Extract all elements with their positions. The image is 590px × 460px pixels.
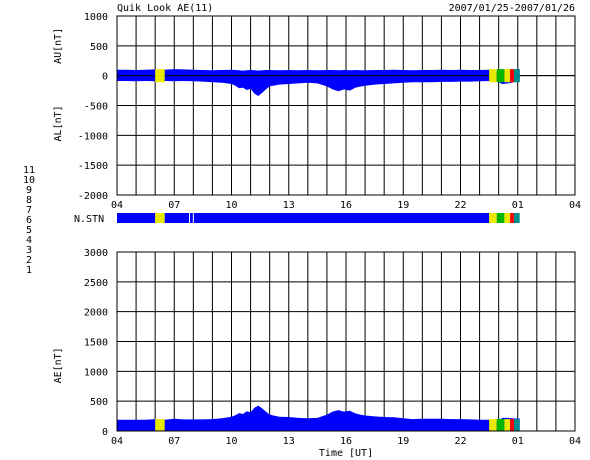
legend-station-2: 2 [26,255,32,266]
ae-xtick-label: 07 [168,436,180,447]
legend-station-4: 4 [26,235,32,246]
ae-xtick-label: 10 [225,436,237,447]
date-range: 2007/01/25-2007/01/26 [449,3,575,14]
station-segment-2 [164,213,190,223]
au-al-ytick-label: 500 [90,42,108,53]
ae-station-overlay-8 [510,419,514,431]
ae-ytick-label: 0 [102,427,108,438]
au-al-ytick-label: -1000 [78,131,108,142]
ae-xtick-label: 04 [111,436,123,447]
station-segment-8 [510,213,514,223]
ae-frame [116,251,576,432]
au-al-station-overlay-8 [510,69,514,83]
au-area [117,69,520,76]
station-segment-5 [489,213,497,223]
ae-xtick-label: 16 [340,436,352,447]
legend-station-3: 3 [26,245,32,256]
au-al-station-overlay-6 [496,69,505,83]
legend-station-7: 7 [26,205,32,216]
au-al-ytick-label: -2000 [78,191,108,202]
figure-title: Quik Look AE(11) [117,3,213,14]
station-count-panel: N.STN [74,213,520,225]
legend-station-11: 11 [23,165,35,176]
ae-station-overlay-5 [489,419,497,431]
au-al-ytick-label: -1500 [78,161,108,172]
time-axis-label: Time [UT] [319,448,373,459]
au-al-xtick-label: 10 [225,200,237,211]
au-al-xtick-label: 13 [283,200,295,211]
ae-axis-label: AE[nT] [53,347,64,383]
ae-xtick-label: 04 [569,436,581,447]
al-axis-label: AL[nT] [53,105,64,141]
ae-ytick-label: 500 [90,397,108,408]
legend-station-6: 6 [26,215,32,226]
au-al-ytick-label: 0 [102,72,108,83]
au-al-ytick-label: 1000 [84,12,108,23]
ae-station-overlay-1 [155,419,165,431]
al-area [117,75,520,96]
au-al-xtick-label: 01 [512,200,524,211]
station-segment-7 [504,213,511,223]
ae-ytick-label: 2000 [84,308,108,319]
station-segment-1 [155,213,165,223]
au-al-frame [116,15,576,196]
station-segment-0 [117,213,156,223]
au-al-xtick-label: 07 [168,200,180,211]
ae-xtick-label: 01 [512,436,524,447]
station-axis-label: N.STN [74,214,104,225]
au-al-xtick-label: 04 [569,200,581,211]
ae-station-overlay-6 [496,419,505,431]
ae-ytick-label: 1000 [84,367,108,378]
ae-ytick-label: 1500 [84,338,108,349]
ae-xtick-label: 13 [283,436,295,447]
au-al-xtick-label: 19 [397,200,409,211]
au-al-xtick-label: 16 [340,200,352,211]
ae-xtick-label: 19 [397,436,409,447]
legend-station-5: 5 [26,225,32,236]
station-segment-6 [496,213,505,223]
legend-station-8: 8 [26,195,32,206]
ae-ytick-label: 3000 [84,248,108,259]
au-al-station-overlay-9 [513,69,520,83]
au-al-xtick-label: 04 [111,200,123,211]
ae-xtick-label: 22 [454,436,466,447]
station-segment-4 [193,213,490,223]
au-al-station-overlay-1 [155,69,165,83]
ae-station-overlay-7 [504,419,511,431]
au-al-xtick-label: 22 [454,200,466,211]
au-axis-label: AU[nT] [53,28,64,64]
ae-station-overlay-9 [513,419,520,431]
legend-station-1: 1 [26,265,32,276]
ae-area [117,405,520,431]
au-al-station-overlay-7 [504,69,511,83]
station-segment-9 [513,213,520,223]
station-segment-3 [189,213,194,223]
ae-ytick-label: 2500 [84,278,108,289]
au-al-ytick-label: -500 [84,102,108,113]
au-al-station-overlay-5 [489,69,497,83]
legend-station-10: 10 [23,175,35,186]
legend-station-9: 9 [26,185,32,196]
